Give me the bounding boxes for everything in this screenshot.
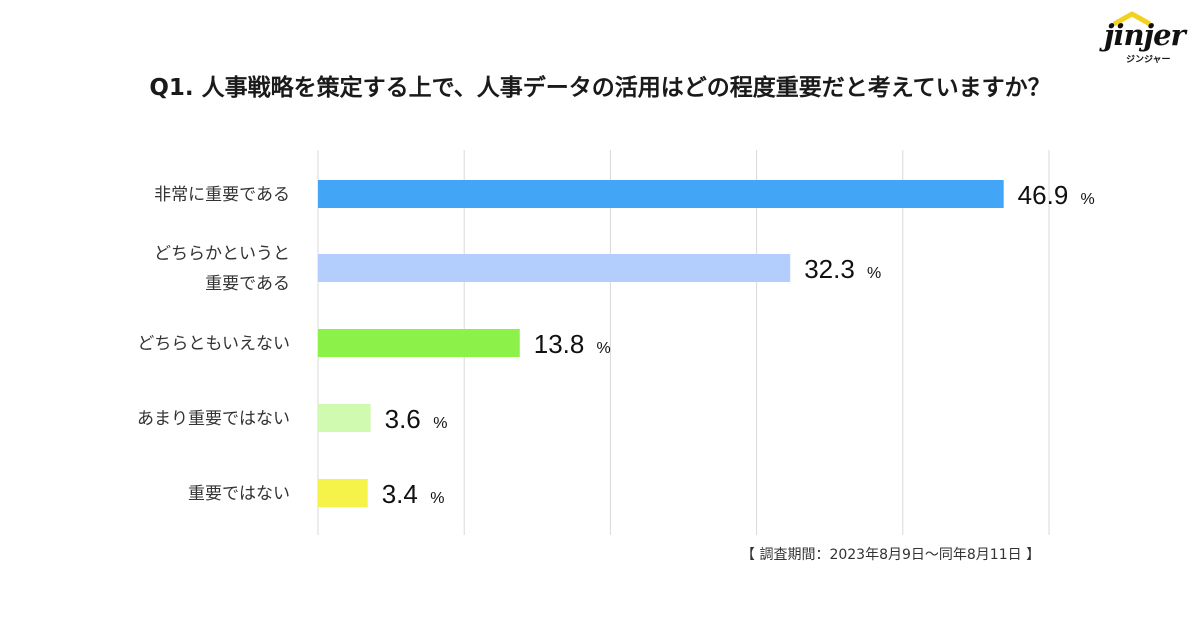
category-label: どちらともいえない	[137, 334, 290, 354]
value-label: 32.3	[804, 254, 855, 284]
value-label: 3.6	[385, 404, 421, 434]
value-unit: %	[430, 490, 444, 507]
category-label: 非常に重要である	[154, 185, 290, 205]
bar	[318, 404, 371, 432]
category-label: 重要である	[205, 274, 290, 294]
value-unit: %	[597, 340, 611, 357]
value-label: 46.9	[1018, 180, 1069, 210]
value-label: 13.8	[534, 329, 585, 359]
value-unit: %	[433, 415, 447, 432]
bar	[318, 329, 520, 357]
category-label: どちらかというと	[154, 244, 290, 264]
value-unit: %	[867, 265, 881, 282]
category-label: 重要ではない	[188, 484, 290, 504]
bar	[318, 479, 368, 507]
bar	[318, 254, 790, 282]
category-label: あまり重要ではない	[137, 409, 290, 429]
value-unit: %	[1080, 191, 1094, 208]
bar	[318, 180, 1004, 208]
value-label: 3.4	[382, 479, 418, 509]
bar-chart: 非常に重要である 46.9 % どちらかというと重要である 32.3 % どちらともいえない…	[0, 0, 1200, 630]
survey-period-note: 【 調査期間：2023年8月9日～同年8月11日 】	[741, 544, 1040, 564]
